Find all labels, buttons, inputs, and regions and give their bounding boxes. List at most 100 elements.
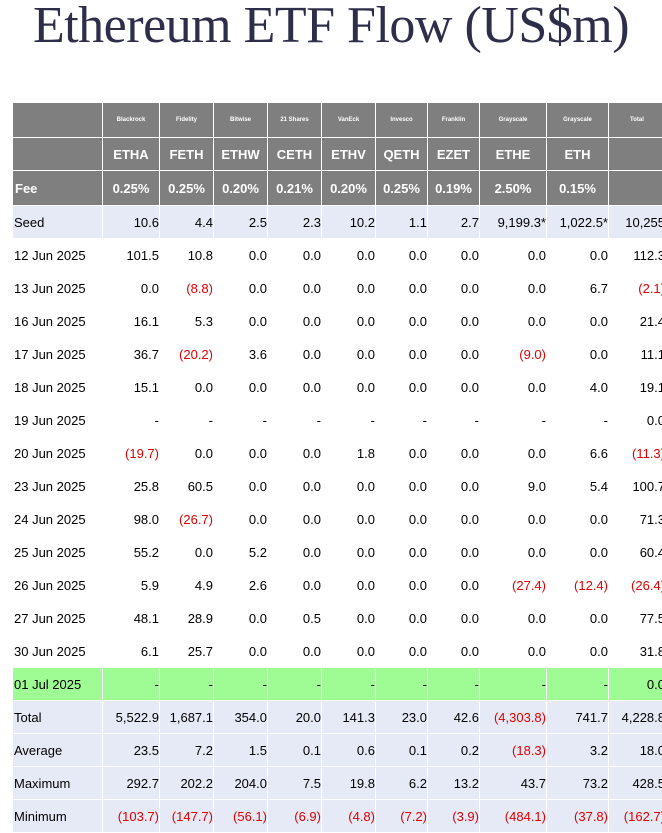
- flow-value: 3.2: [547, 734, 608, 766]
- flow-value: 0.0: [547, 602, 608, 634]
- ticker-header: ETHW: [214, 138, 267, 170]
- ticker-header: ETHE: [480, 138, 546, 170]
- flow-value: 0.0: [322, 305, 375, 337]
- row-total: 21.4: [609, 305, 662, 337]
- flow-value: 2.7: [428, 206, 479, 238]
- flow-value: (18.3): [480, 734, 546, 766]
- table-row: Total 5,522.9 1,687.1 354.0 20.0 141.3 23.0 42.…: [13, 701, 662, 733]
- flow-value: 0.0: [214, 272, 267, 304]
- flow-value: 60.5: [160, 470, 213, 502]
- flow-value: -: [322, 404, 375, 436]
- row-label: 25 Jun 2025: [13, 536, 102, 568]
- flow-value: 0.0: [376, 371, 427, 403]
- row-label: 16 Jun 2025: [13, 305, 102, 337]
- flow-value: -: [480, 404, 546, 436]
- flow-value: 0.0: [428, 470, 479, 502]
- flow-value: 0.1: [376, 734, 427, 766]
- table-row: 19 Jun 2025- - - - - - - - -0.0: [13, 404, 662, 436]
- fee-value: 0.20%: [214, 171, 267, 205]
- row-label: 30 Jun 2025: [13, 635, 102, 667]
- flow-value: 4.0: [547, 371, 608, 403]
- flow-value: 0.0: [428, 635, 479, 667]
- row-label: Seed: [13, 206, 102, 238]
- flow-value: 16.1: [103, 305, 159, 337]
- row-total: 18.0: [609, 734, 662, 766]
- flow-value: 0.0: [214, 371, 267, 403]
- ticker-header: ETHA: [103, 138, 159, 170]
- fee-total-blank: [609, 171, 662, 205]
- flow-value: 0.0: [214, 503, 267, 535]
- flow-value: 0.0: [160, 371, 213, 403]
- flow-value: 0.0: [214, 635, 267, 667]
- row-total: 19.1: [609, 371, 662, 403]
- table-row: 12 Jun 2025 101.5 10.8 0.0 0.0 0.0 0.0 0.0 0.0 0.…: [13, 239, 662, 271]
- flow-value: 23.0: [376, 701, 427, 733]
- flow-value: 0.0: [376, 272, 427, 304]
- flow-value: 0.0: [480, 635, 546, 667]
- flow-value: 0.0: [268, 371, 321, 403]
- flow-value: 0.0: [322, 503, 375, 535]
- flow-value: 7.2: [160, 734, 213, 766]
- flow-value: 0.0: [214, 239, 267, 271]
- flow-value: 0.0: [268, 569, 321, 601]
- flow-value: 20.0: [268, 701, 321, 733]
- flow-value: 0.0: [214, 305, 267, 337]
- flow-value: 0.0: [376, 635, 427, 667]
- flow-value: 0.0: [428, 437, 479, 469]
- flow-value: 6.6: [547, 437, 608, 469]
- flow-value: 10.8: [160, 239, 213, 271]
- row-label: Average: [13, 734, 102, 766]
- issuer-header: VanEck: [322, 103, 375, 137]
- flow-value: 42.6: [428, 701, 479, 733]
- issuer-header: Bitwise: [214, 103, 267, 137]
- header-corner-cell: [13, 103, 102, 137]
- flow-value: 0.0: [428, 536, 479, 568]
- flow-value: (4.8): [322, 800, 375, 832]
- flow-value: 15.1: [103, 371, 159, 403]
- flow-value: 4.9: [160, 569, 213, 601]
- row-label: 24 Jun 2025: [13, 503, 102, 535]
- issuer-header: Fidelity: [160, 103, 213, 137]
- flow-value: 0.0: [480, 272, 546, 304]
- flow-value: 0.0: [428, 503, 479, 535]
- flow-value: 0.0: [376, 569, 427, 601]
- flow-value: 55.2: [103, 536, 159, 568]
- flow-value: 0.0: [376, 602, 427, 634]
- flow-value: (26.7): [160, 503, 213, 535]
- flow-value: 48.1: [103, 602, 159, 634]
- flow-value: (103.7): [103, 800, 159, 832]
- flow-value: 0.0: [322, 338, 375, 370]
- flow-value: 0.0: [322, 470, 375, 502]
- flow-value: 0.6: [322, 734, 375, 766]
- flow-value: -: [268, 404, 321, 436]
- fee-value: 2.50%: [480, 171, 546, 205]
- flow-value: 0.0: [322, 536, 375, 568]
- row-total: 10,255: [609, 206, 662, 238]
- flow-value: 4.4: [160, 206, 213, 238]
- flow-value: (3.9): [428, 800, 479, 832]
- fee-label: Fee: [13, 171, 102, 205]
- table-row: 25 Jun 2025 55.2 0.0 5.2 0.0 0.0 0.0 0.0 0.0 0.0 6…: [13, 536, 662, 568]
- ticker-header: EZET: [428, 138, 479, 170]
- row-total: (26.4): [609, 569, 662, 601]
- table-row: 17 Jun 2025 36.7 (20.2) 3.6 0.0 0.0 0.0 0.0 (9.0…: [13, 338, 662, 370]
- flow-value: 0.0: [480, 305, 546, 337]
- flow-value: 23.5: [103, 734, 159, 766]
- flow-value: 0.0: [268, 536, 321, 568]
- ticker-total-blank: [609, 138, 662, 170]
- table-row: 26 Jun 2025 5.9 4.9 2.6 0.0 0.0 0.0 0.0 (27.4) (1…: [13, 569, 662, 601]
- row-total: 11.1: [609, 338, 662, 370]
- flow-value: (27.4): [480, 569, 546, 601]
- table-row: Minimum (103.7) (147.7) (56.1) (6.9) (4.8) (7.…: [13, 800, 662, 832]
- flow-value: 0.0: [376, 503, 427, 535]
- flow-value: -: [214, 668, 267, 700]
- fee-value: 0.19%: [428, 171, 479, 205]
- flow-value: -: [160, 404, 213, 436]
- row-label: 27 Jun 2025: [13, 602, 102, 634]
- flow-value: 0.0: [322, 371, 375, 403]
- flow-value: 0.0: [268, 437, 321, 469]
- flow-value: 0.0: [480, 602, 546, 634]
- flow-value: 1,022.5*: [547, 206, 608, 238]
- flow-value: 2.6: [214, 569, 267, 601]
- flow-value: 101.5: [103, 239, 159, 271]
